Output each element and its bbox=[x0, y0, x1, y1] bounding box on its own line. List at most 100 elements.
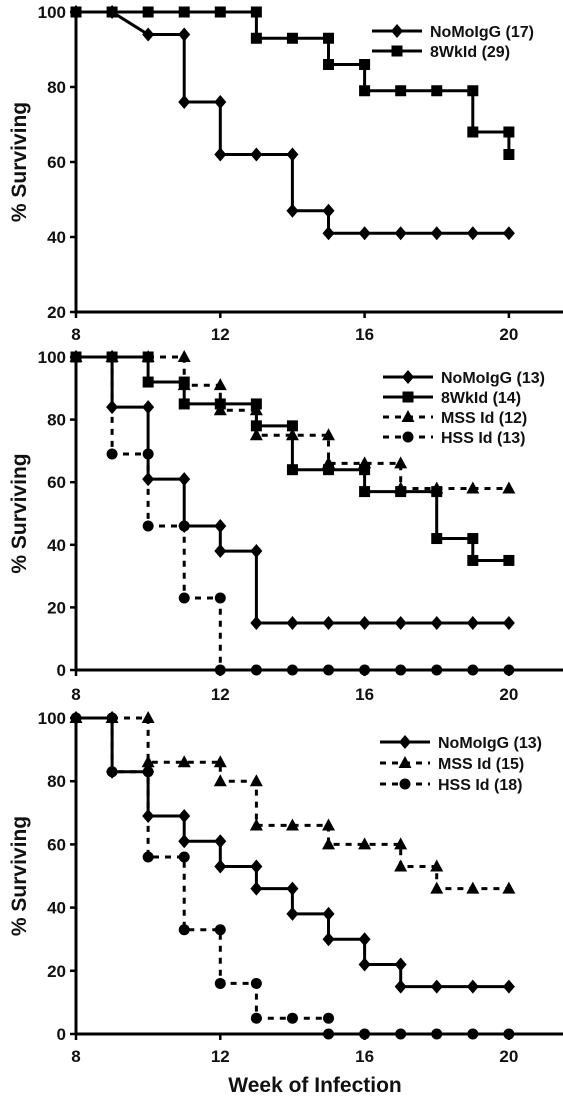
data-point bbox=[178, 95, 191, 109]
data-point bbox=[430, 859, 444, 872]
data-point bbox=[214, 95, 227, 109]
data-point bbox=[286, 203, 299, 218]
chart-panel-1: 20 40 60 80 100 8 12 16 20 % Surviving NoMoIgG (17… bbox=[8, 3, 563, 344]
data-point bbox=[285, 428, 299, 441]
data-point bbox=[323, 59, 335, 70]
data-point bbox=[359, 85, 371, 97]
data-point bbox=[142, 766, 154, 778]
legend-entry: HSS Id (18) bbox=[380, 777, 522, 794]
y-tick-label: 0 bbox=[57, 661, 66, 680]
data-point bbox=[286, 1012, 298, 1024]
data-point bbox=[177, 378, 191, 391]
legend-label: 8WkId (14) bbox=[441, 390, 521, 407]
data-point bbox=[250, 616, 263, 631]
legend-entry: 8WkId (29) bbox=[372, 44, 510, 61]
data-point bbox=[358, 837, 372, 850]
data-point bbox=[106, 448, 118, 460]
legend-entry: NoMoIgG (13) bbox=[383, 370, 545, 387]
data-point bbox=[286, 147, 299, 162]
data-point bbox=[323, 1028, 335, 1040]
data-point bbox=[106, 712, 118, 724]
data-point bbox=[250, 32, 262, 44]
data-point bbox=[213, 774, 227, 787]
data-point bbox=[285, 818, 299, 831]
data-point bbox=[249, 428, 263, 441]
legend-marker bbox=[398, 756, 412, 768]
data-point bbox=[323, 1012, 335, 1024]
series-hss bbox=[70, 712, 515, 1040]
data-point bbox=[286, 464, 298, 476]
data-point bbox=[70, 351, 82, 363]
data-point bbox=[394, 837, 408, 850]
legend-label: MSS Id (12) bbox=[441, 410, 527, 427]
data-point bbox=[142, 400, 155, 415]
data-point bbox=[394, 456, 408, 469]
data-point bbox=[430, 979, 443, 994]
data-point bbox=[322, 906, 335, 921]
data-point bbox=[250, 664, 262, 676]
legend-label: NoMoIgG (13) bbox=[438, 735, 542, 752]
y-axis-label: % Surviving bbox=[8, 102, 31, 222]
data-point bbox=[286, 881, 299, 896]
data-point bbox=[503, 554, 515, 566]
data-point bbox=[394, 481, 408, 494]
data-point bbox=[141, 350, 155, 362]
legend-label: MSS Id (15) bbox=[438, 756, 524, 773]
data-point bbox=[322, 818, 336, 831]
data-point bbox=[431, 664, 443, 676]
data-point bbox=[142, 448, 154, 460]
data-point bbox=[395, 664, 407, 676]
legend-entry: NoMoIgG (17) bbox=[372, 24, 534, 41]
x-tick-label: 12 bbox=[211, 325, 230, 344]
series-line bbox=[76, 355, 509, 625]
data-point bbox=[178, 924, 190, 936]
data-point bbox=[395, 85, 407, 97]
data-point bbox=[503, 664, 515, 676]
data-point bbox=[394, 226, 407, 241]
data-point bbox=[358, 932, 371, 947]
data-point bbox=[395, 1028, 407, 1040]
data-point bbox=[286, 32, 298, 44]
data-point bbox=[286, 664, 298, 676]
series-8wkid bbox=[70, 6, 515, 160]
data-point bbox=[213, 755, 227, 768]
legend-marker bbox=[401, 410, 415, 422]
data-point bbox=[359, 464, 371, 476]
data-point bbox=[250, 881, 263, 896]
y-tick-label: 0 bbox=[57, 1025, 66, 1044]
data-point bbox=[322, 428, 336, 441]
data-point bbox=[323, 464, 335, 476]
data-point bbox=[178, 472, 191, 487]
data-point bbox=[178, 851, 190, 863]
data-point bbox=[214, 519, 227, 534]
x-tick-label: 16 bbox=[355, 1047, 374, 1066]
legend-label: HSS Id (13) bbox=[441, 430, 525, 447]
legend-marker bbox=[391, 45, 403, 57]
x-axis-label: Week of Infection bbox=[228, 1074, 401, 1097]
y-tick-label: 100 bbox=[38, 3, 66, 22]
data-point bbox=[358, 456, 372, 469]
legend-marker bbox=[402, 431, 414, 443]
data-point bbox=[106, 766, 118, 778]
data-point bbox=[467, 554, 479, 566]
data-point bbox=[466, 979, 479, 994]
legend-entry: HSS Id (13) bbox=[383, 430, 525, 447]
data-point bbox=[358, 616, 371, 631]
legend: NoMoIgG (13) MSS Id (15) HSS Id (18) bbox=[380, 735, 542, 794]
data-point bbox=[286, 906, 299, 921]
series-nomoigg bbox=[70, 711, 515, 994]
data-point bbox=[502, 616, 515, 631]
data-point bbox=[322, 456, 336, 469]
data-point bbox=[359, 664, 371, 676]
y-tick-label: 60 bbox=[47, 835, 66, 854]
data-point bbox=[214, 977, 226, 989]
data-point bbox=[250, 977, 262, 989]
x-tick-label: 20 bbox=[499, 1047, 518, 1066]
data-point bbox=[249, 403, 263, 416]
data-point bbox=[249, 818, 263, 831]
data-point bbox=[214, 544, 227, 559]
x-tick-label: 8 bbox=[71, 1047, 80, 1066]
legend-label: NoMoIgG (17) bbox=[430, 24, 534, 41]
data-point bbox=[106, 6, 118, 18]
y-tick-label: 20 bbox=[47, 962, 66, 981]
